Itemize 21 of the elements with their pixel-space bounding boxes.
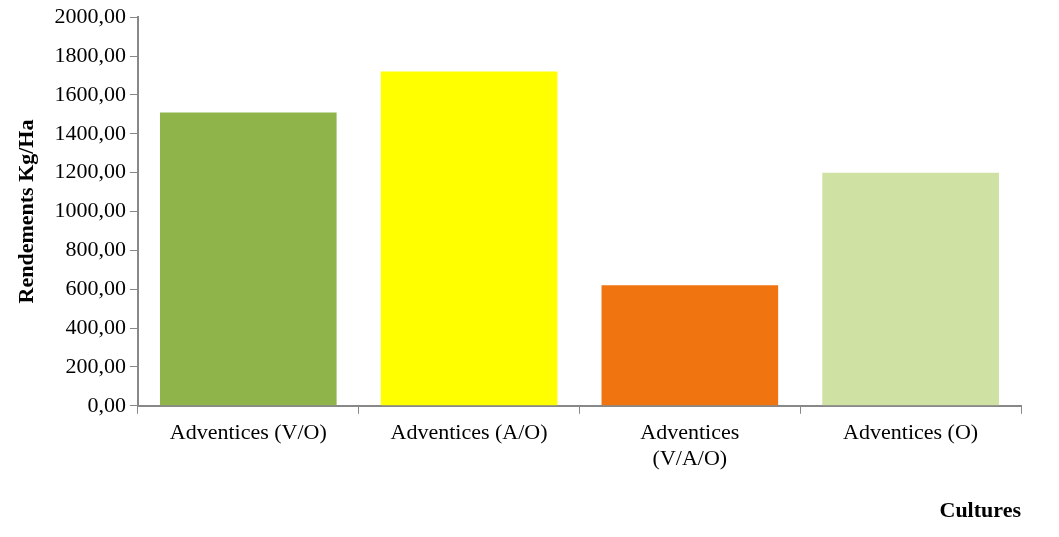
y-tick-label: 1000,00 xyxy=(54,197,126,223)
bar xyxy=(822,172,999,406)
x-axis-title: Cultures xyxy=(939,497,1022,523)
y-tick-label: 0,00 xyxy=(87,391,126,417)
y-axis-title: Rendements Kg/Ha xyxy=(12,119,38,304)
y-tick-label: 800,00 xyxy=(65,236,126,262)
y-tick-label: 600,00 xyxy=(65,275,126,300)
y-tick-label: 2000,00 xyxy=(54,2,126,28)
x-tick-label: Adventices (V/O) xyxy=(169,418,327,444)
y-tick-label: 400,00 xyxy=(65,313,126,339)
bar xyxy=(380,71,558,406)
y-tick-label: 1200,00 xyxy=(54,158,126,184)
x-tick-label: Adventices (O) xyxy=(843,418,979,444)
x-tick-label: Adventices (V/A/O) xyxy=(640,418,740,471)
bar xyxy=(601,285,779,406)
y-tick-label: 200,00 xyxy=(65,352,126,378)
y-tick-label: 1600,00 xyxy=(54,80,126,106)
bar xyxy=(159,112,337,406)
y-tick-label: 1400,00 xyxy=(54,119,126,145)
y-tick-label: 1800,00 xyxy=(54,41,126,67)
x-tick-label: Adventices (A/O) xyxy=(390,418,548,444)
